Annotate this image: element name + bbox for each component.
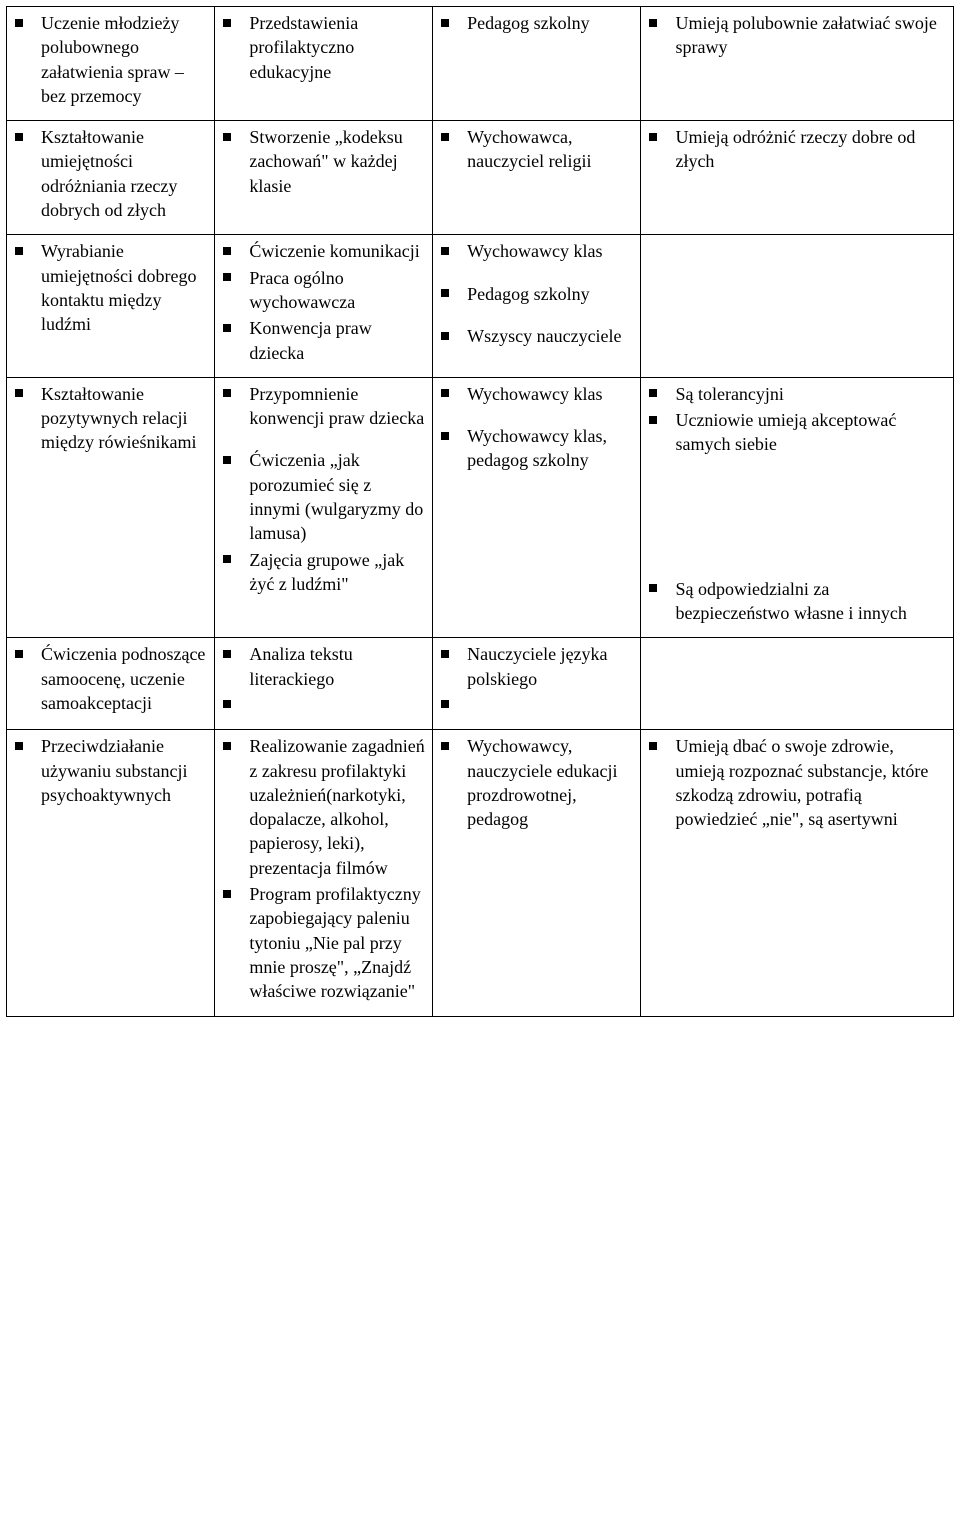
cell-col4 [641, 235, 954, 377]
cell-col1: Kształtowanie umiejętności odróżniania r… [7, 121, 215, 235]
cell-col2: Przedstawienia profilaktyczno edukacyjne [215, 7, 433, 121]
list-item: Uczniowie umieją akceptować samych siebi… [647, 408, 947, 457]
list-item: Wychowawcy klas [439, 239, 634, 263]
list-item: Ćwiczenia „jak porozumieć się z innymi (… [221, 448, 426, 545]
table-row: Przeciwdziałanie używaniu substancji psy… [7, 730, 954, 1016]
cell-col3: Wychowawcy klas Wychowawcy klas, pedagog… [433, 377, 641, 637]
cell-col2: Stworzenie „kodeksu zachowań" w każdej k… [215, 121, 433, 235]
list-item: Pedagog szkolny [439, 11, 634, 35]
list-item: Analiza tekstu literackiego [221, 642, 426, 691]
list-item: Wychowawcy, nauczyciele edukacji prozdro… [439, 734, 634, 831]
list-item: Wychowawca, nauczyciel religii [439, 125, 634, 174]
list-item: Konwencja praw dziecka [221, 316, 426, 365]
list-item: Umieją dbać o swoje zdrowie, umieją rozp… [647, 734, 947, 831]
cell-col1: Ćwiczenia podnoszące samoocenę, uczenie … [7, 638, 215, 730]
cell-col3: Wychowawca, nauczyciel religii [433, 121, 641, 235]
table-row: Kształtowanie pozytywnych relacji między… [7, 377, 954, 637]
list-item: Pedagog szkolny [439, 282, 634, 306]
list-item: Są tolerancyjni [647, 382, 947, 406]
list-item: Kształtowanie umiejętności odróżniania r… [13, 125, 208, 222]
cell-col4 [641, 638, 954, 730]
list-item: Wyrabianie umiejętności dobrego kontaktu… [13, 239, 208, 336]
list-item: Zajęcia grupowe „jak żyć z ludźmi" [221, 548, 426, 597]
cell-col4: Umieją polubownie załatwiać swoje sprawy [641, 7, 954, 121]
list-item: Wychowawcy klas, pedagog szkolny [439, 424, 634, 473]
table-row: Wyrabianie umiejętności dobrego kontaktu… [7, 235, 954, 377]
cell-col1: Uczenie młodzieży polubownego załatwieni… [7, 7, 215, 121]
list-item: Przypomnienie konwencji praw dziecka [221, 382, 426, 431]
cell-col4: Są tolerancyjni Uczniowie umieją akcepto… [641, 377, 954, 637]
list-item: Przedstawienia profilaktyczno edukacyjne [221, 11, 426, 84]
cell-col4: Umieją dbać o swoje zdrowie, umieją rozp… [641, 730, 954, 1016]
cell-col3: Pedagog szkolny [433, 7, 641, 121]
cell-col2: Realizowanie zagadnień z zakresu profila… [215, 730, 433, 1016]
cell-col2: Analiza tekstu literackiego [215, 638, 433, 730]
cell-col1: Kształtowanie pozytywnych relacji między… [7, 377, 215, 637]
list-item: Praca ogólno wychowawcza [221, 266, 426, 315]
cell-col3: Nauczyciele języka polskiego [433, 638, 641, 730]
list-item: Ćwiczenie komunikacji [221, 239, 426, 263]
list-item: Nauczyciele języka polskiego [439, 642, 634, 691]
list-item: Wychowawcy klas [439, 382, 634, 406]
table-row: Uczenie młodzieży polubownego załatwieni… [7, 7, 954, 121]
table-row: Kształtowanie umiejętności odróżniania r… [7, 121, 954, 235]
list-item: Umieją odróżnić rzeczy dobre od złych [647, 125, 947, 174]
list-item: Program profilaktyczny zapobiegający pal… [221, 882, 426, 1003]
table-body: Uczenie młodzieży polubownego załatwieni… [7, 7, 954, 1017]
list-item-empty [439, 693, 634, 717]
cell-col1: Przeciwdziałanie używaniu substancji psy… [7, 730, 215, 1016]
document-table: Uczenie młodzieży polubownego załatwieni… [6, 6, 954, 1017]
table-row: Ćwiczenia podnoszące samoocenę, uczenie … [7, 638, 954, 730]
list-item-empty [221, 693, 426, 717]
cell-col3: Wychowawcy klas Pedagog szkolny Wszyscy … [433, 235, 641, 377]
list-item: Ćwiczenia podnoszące samoocenę, uczenie … [13, 642, 208, 715]
cell-col3: Wychowawcy, nauczyciele edukacji prozdro… [433, 730, 641, 1016]
cell-col2: Przypomnienie konwencji praw dziecka Ćwi… [215, 377, 433, 637]
list-item: Kształtowanie pozytywnych relacji między… [13, 382, 208, 455]
cell-col1: Wyrabianie umiejętności dobrego kontaktu… [7, 235, 215, 377]
cell-col2: Ćwiczenie komunikacji Praca ogólno wycho… [215, 235, 433, 377]
cell-col4: Umieją odróżnić rzeczy dobre od złych [641, 121, 954, 235]
list-item: Przeciwdziałanie używaniu substancji psy… [13, 734, 208, 807]
list-item: Umieją polubownie załatwiać swoje sprawy [647, 11, 947, 60]
list-item: Uczenie młodzieży polubownego załatwieni… [13, 11, 208, 108]
list-item: Wszyscy nauczyciele [439, 324, 634, 348]
list-item: Stworzenie „kodeksu zachowań" w każdej k… [221, 125, 426, 198]
list-item: Realizowanie zagadnień z zakresu profila… [221, 734, 426, 880]
list-item: Są odpowiedzialni za bezpieczeństwo włas… [647, 577, 947, 626]
